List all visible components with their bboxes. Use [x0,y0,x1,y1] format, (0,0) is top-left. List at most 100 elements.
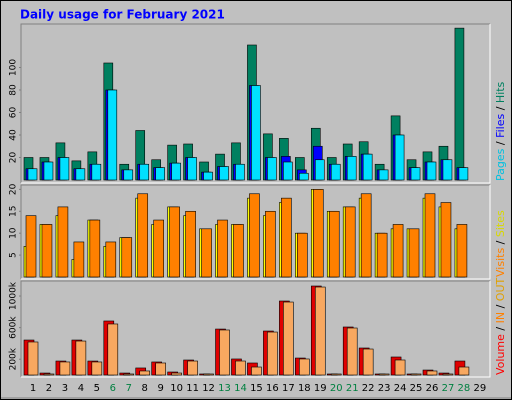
y-tick-label: 20 [9,152,19,164]
bar [249,193,260,278]
bar [346,327,358,376]
x-tick-label: 15 [250,383,263,394]
bar [426,370,438,376]
bar [426,161,437,181]
bar [330,373,342,376]
x-tick-label: 4 [78,383,84,394]
bar [41,224,53,278]
y-tick-label: 200k [9,347,19,370]
y-tick-label: 60 [9,107,19,119]
bar [59,361,71,376]
y-tick-label: 40 [9,129,19,141]
bar [219,166,229,181]
bar [137,193,149,278]
bar [344,206,356,278]
bar [123,373,135,376]
bar [187,360,198,376]
legend-entry: Files [494,114,507,138]
legend-separator: / [494,138,507,149]
bar [299,172,309,181]
bar [378,169,389,181]
x-tick-label: 24 [394,383,407,394]
bar [458,167,469,181]
bar [424,193,436,278]
x-tick-label: 8 [142,383,148,394]
x-tick-label: 27 [442,383,455,394]
panel-edge-dark [20,184,490,279]
bar [314,286,326,376]
bar [328,210,340,278]
x-tick-label: 3 [62,383,68,394]
bar [43,373,55,376]
x-tick-label: 23 [378,383,391,394]
legend-entry: Hits [494,81,507,103]
bar [283,301,294,376]
bar [187,157,197,181]
legend-entry: IN [494,312,507,323]
bar [440,202,452,278]
x-tick-label: 28 [458,383,471,394]
bar [312,189,324,278]
bar [123,169,134,181]
x-tick-label: 22 [362,383,375,394]
bar [392,224,404,278]
y-tick-label: 80 [9,84,19,96]
bar [267,157,277,181]
x-tick-label: 7 [126,383,132,394]
bar [235,360,246,376]
y-tick-label: 15 [9,206,19,217]
bar [281,197,292,278]
bar [442,159,453,181]
bar [346,156,357,181]
x-tick-label: 10 [170,383,183,394]
bar [299,358,310,376]
x-tick-label: 17 [282,383,295,394]
bar [105,241,117,278]
y-tick-label: 1000k [9,281,19,310]
x-tick-label: 25 [410,383,423,394]
y-tick-label: 600k [9,316,19,339]
x-tick-label: 11 [186,383,199,394]
x-tick-label: 1 [30,383,36,394]
bar [235,163,245,181]
bar [171,162,181,181]
bar [171,372,182,376]
legend-entry: Volume [494,334,507,375]
x-tick-label: 26 [426,383,439,394]
bar [107,323,119,376]
bar [75,168,86,181]
bar [376,232,388,278]
bar [155,167,165,181]
legend-entry: Pages [494,148,507,181]
bar [267,331,278,376]
legend-separator: / [494,323,507,334]
bar [362,153,373,181]
bar [43,161,54,181]
bar [75,340,87,376]
legend-separator: / [494,103,507,114]
legend: Visits / Sites [494,210,507,277]
panel-edge-dark [20,23,490,183]
bar [454,27,465,181]
x-tick-label: 29 [474,383,487,394]
bar [297,232,308,278]
bar [360,193,372,278]
bar [89,219,101,278]
bar [139,163,150,181]
legend-entry: OUT [494,277,507,301]
bar [59,157,70,181]
x-tick-label: 2 [46,383,52,394]
y-tick-label: 20 [9,183,19,195]
bar [458,366,470,376]
panel-edge-light [21,24,491,184]
bar [201,228,212,278]
x-tick-label: 20 [330,383,343,394]
x-tick-label: 14 [234,383,247,394]
legend: Pages / Files / Hits [494,81,507,181]
bar [265,210,276,278]
panel [21,281,490,377]
bar [203,373,214,376]
bar [330,163,341,181]
bar [410,373,422,376]
panel-edge-dark [20,280,490,377]
